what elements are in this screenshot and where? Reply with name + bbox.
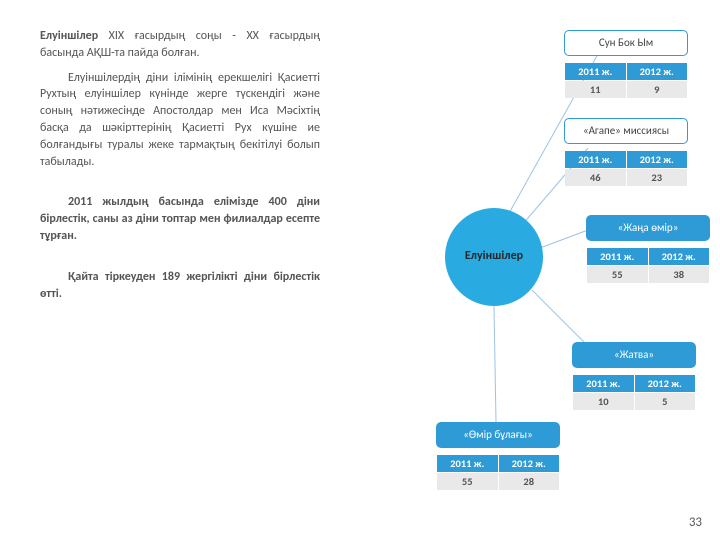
table-header-year2: 2012 ж. <box>635 375 696 392</box>
paragraph-1: Елуіншілер XIX ғасырдың соңы - XX ғасырд… <box>40 28 320 62</box>
table-value-2: 28 <box>499 473 560 490</box>
node-table: 2011 ж.2012 ж.5528 <box>436 454 560 491</box>
paragraph-4: Қайта тіркеуден 189 жергілікті діни бірл… <box>40 269 320 303</box>
table-header-year1: 2011 ж. <box>565 151 626 168</box>
paragraph-3: 2011 жылдың басында елімізде 400 діни бі… <box>40 194 320 244</box>
table-header-year2: 2012 ж. <box>649 248 710 265</box>
p1-lead: Елуіншілер <box>40 29 98 43</box>
node-agape: «Агапе» миссиясы 2011 ж.2012 ж.4623 <box>564 118 688 187</box>
table-header-year1: 2011 ж. <box>437 455 498 472</box>
node-table: 2011 ж.2012 ж.4623 <box>564 150 688 187</box>
node-label: Сун Бок Ым <box>564 30 688 56</box>
page-number: 33 <box>689 515 702 530</box>
node-zhatva: «Жатва» 2011 ж.2012 ж.105 <box>572 342 696 411</box>
node-newlife: «Жаңа өмір» 2011 ж.2012 ж.5538 <box>586 215 710 284</box>
text-column: Елуіншілер XIX ғасырдың соңы - XX ғасырд… <box>40 28 320 310</box>
node-sunbok: Сун Бок Ым 2011 ж.2012 ж.119 <box>564 30 688 99</box>
paragraph-2: Елуіншілердің діни ілімінің ерекшелігі Қ… <box>40 70 320 171</box>
table-value-2: 5 <box>635 393 696 410</box>
table-header-year1: 2011 ж. <box>565 63 626 80</box>
table-value-1: 55 <box>587 266 648 283</box>
table-value-1: 11 <box>565 81 626 98</box>
node-table: 2011 ж.2012 ж.105 <box>572 374 696 411</box>
node-label: «Жаңа өмір» <box>586 215 710 241</box>
table-value-2: 23 <box>627 169 688 186</box>
node-label: «Агапе» миссиясы <box>564 118 688 144</box>
table-header-year2: 2012 ж. <box>627 151 688 168</box>
node-omir: «Өмір бұлағы» 2011 ж.2012 ж.5528 <box>436 422 560 491</box>
center-node: Елуіншілер <box>445 208 543 306</box>
node-table: 2011 ж.2012 ж.5538 <box>586 247 710 284</box>
table-header-year2: 2012 ж. <box>627 63 688 80</box>
center-label: Елуіншілер <box>465 250 523 263</box>
table-value-2: 38 <box>649 266 710 283</box>
table-header-year1: 2011 ж. <box>573 375 634 392</box>
table-value-2: 9 <box>627 81 688 98</box>
diagram-area: Елуіншілер Сун Бок Ым2011 ж.2012 ж.119«А… <box>340 0 720 540</box>
node-table: 2011 ж.2012 ж.119 <box>564 62 688 99</box>
node-label: «Өмір бұлағы» <box>436 422 560 448</box>
table-header-year1: 2011 ж. <box>587 248 648 265</box>
table-header-year2: 2012 ж. <box>499 455 560 472</box>
table-value-1: 10 <box>573 393 634 410</box>
table-value-1: 46 <box>565 169 626 186</box>
node-label: «Жатва» <box>572 342 696 368</box>
table-value-1: 55 <box>437 473 498 490</box>
